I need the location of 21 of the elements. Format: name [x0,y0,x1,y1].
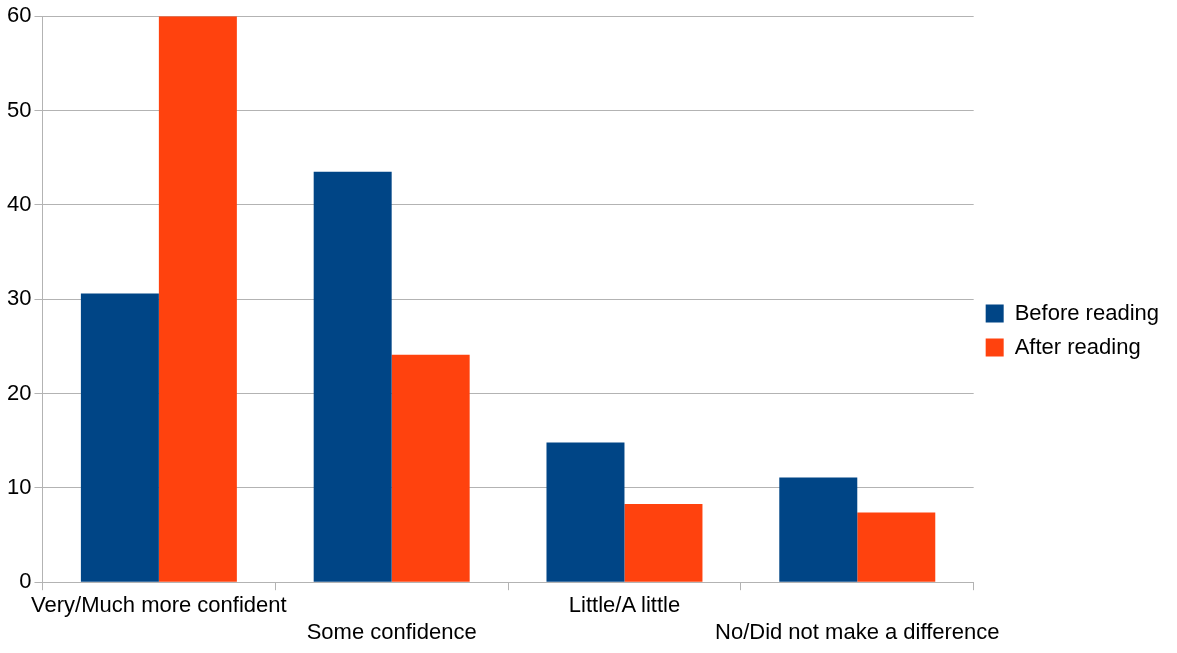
x-tick-label: Little/A little [568,592,681,618]
y-tick-label: 60 [6,2,32,28]
y-tick-label: 50 [6,96,32,122]
bar [546,442,625,582]
bar [158,16,237,582]
y-tick-label: 30 [6,285,32,311]
bar [857,512,936,582]
x-tick-label: No/Did not make a difference [715,618,1000,644]
x-tick-label: Some confidence [306,618,477,644]
bar [391,354,470,582]
legend-label: Before reading [1014,299,1160,325]
y-tick-label: 10 [6,473,32,499]
x-tick-label: Very/Much more confident [31,592,287,618]
y-tick-label: 0 [19,568,32,594]
bar [779,477,858,582]
y-tick-label: 20 [6,379,32,405]
bar [80,293,159,582]
y-tick-label: 40 [6,190,32,216]
bar [313,171,392,582]
legend-label: After reading [1014,333,1141,359]
bar [624,503,703,582]
